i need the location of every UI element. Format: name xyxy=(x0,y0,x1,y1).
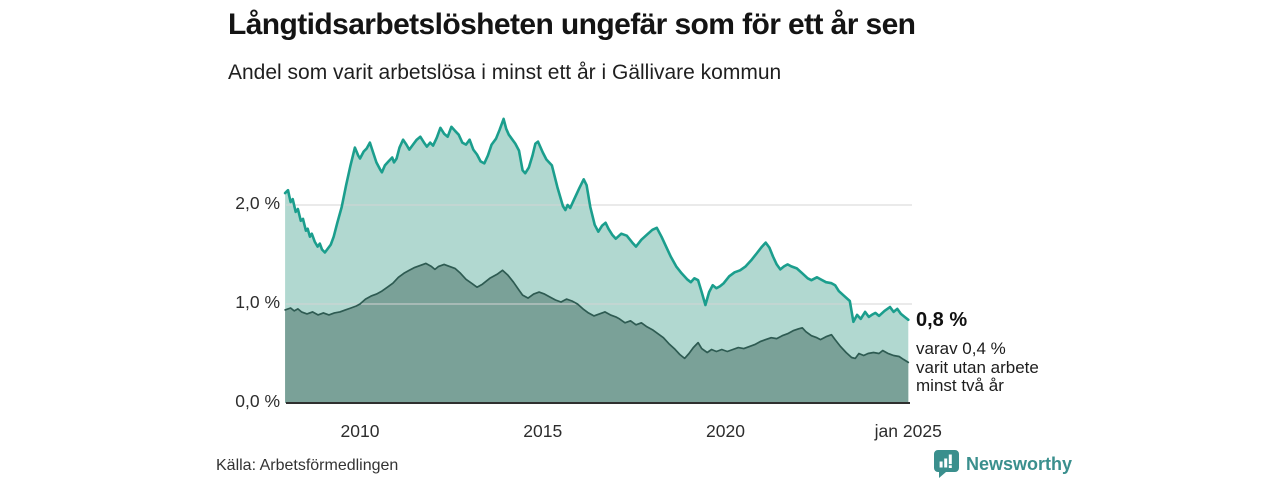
annotation-line-2: varit utan arbete xyxy=(916,357,1039,377)
page-title: Långtidsarbetslösheten ungefär som för e… xyxy=(228,8,916,41)
newsworthy-wordmark: Newsworthy xyxy=(966,454,1073,474)
x-tick-label-2015: 2015 xyxy=(523,421,563,441)
page-subtitle: Andel som varit arbetslösa i minst ett å… xyxy=(228,61,782,84)
annotation-line-1: varav 0,4 % xyxy=(916,339,1006,358)
x-tick-label-2025: jan 2025 xyxy=(874,421,942,441)
newsworthy-badge-icon xyxy=(934,450,959,478)
newsworthy-logo: Newsworthy xyxy=(934,450,1072,479)
x-tick-label-2020: 2020 xyxy=(706,421,745,441)
latest-value-annotation: 0,8 % varav 0,4 % varit utan arbete mins… xyxy=(916,309,1066,396)
annotation-line-3: minst två år xyxy=(916,376,1004,395)
latest-value-headline: 0,8 % xyxy=(916,309,968,331)
y-tick-label-1: 1,0 % xyxy=(235,292,280,312)
line-series-1 xyxy=(283,117,910,324)
source-note: Källa: Arbetsförmedlingen xyxy=(216,457,399,474)
x-tick-label-2010: 2010 xyxy=(340,421,380,441)
y-tick-label-2: 2,0 % xyxy=(235,193,280,213)
line-series-2 xyxy=(284,262,910,364)
y-tick-label-0: 0,0 % xyxy=(235,391,280,411)
area-fill-series-2 xyxy=(285,263,909,403)
